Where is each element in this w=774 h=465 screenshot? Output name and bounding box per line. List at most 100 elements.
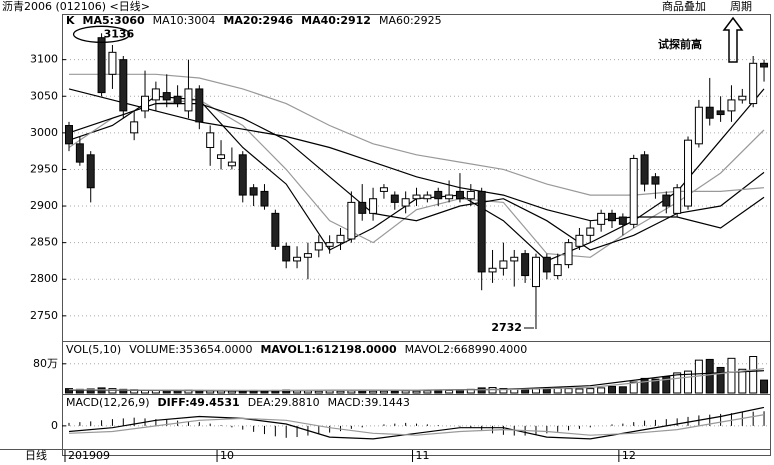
highlight-ellipse <box>72 25 131 43</box>
indicator-line <box>68 368 765 391</box>
candle-body <box>510 256 519 262</box>
y-tick-label: 2850 <box>30 236 58 249</box>
candle-body <box>597 212 606 225</box>
panel-label: MAVOL1:612198.0000 <box>260 343 397 356</box>
candle-body <box>162 92 171 101</box>
period-button[interactable]: 周期 <box>730 0 752 13</box>
candle-body <box>521 253 530 277</box>
candle-body <box>217 154 226 159</box>
candle-body <box>423 194 432 200</box>
low-annotation: 2732 <box>491 321 522 334</box>
indicator-line <box>68 88 765 229</box>
volume-bar <box>542 388 551 394</box>
volume-bar <box>738 368 747 394</box>
candle-body <box>249 187 258 196</box>
candle-body <box>314 242 323 251</box>
candle-body <box>293 256 302 262</box>
volume-bar <box>379 390 388 394</box>
volume-bar <box>531 388 540 394</box>
volume-bar <box>401 390 410 394</box>
candle-body <box>412 194 421 200</box>
candle-body <box>130 121 139 134</box>
candle-body <box>108 51 117 75</box>
candle-body <box>531 256 540 288</box>
candle-body <box>271 212 280 247</box>
candle-body <box>86 154 95 189</box>
candle-body <box>238 154 247 196</box>
candle-body <box>684 139 693 207</box>
volume-bar <box>369 390 378 394</box>
candle-body <box>434 190 443 200</box>
volume-bar <box>749 356 758 394</box>
arrow-icon <box>722 16 744 63</box>
volume-bar <box>314 390 323 394</box>
volume-bar <box>434 390 443 394</box>
candle-body <box>119 59 128 112</box>
candle-body <box>347 201 356 240</box>
volume-bar <box>86 388 95 394</box>
volume-bar <box>618 386 627 394</box>
candle-body <box>303 253 312 258</box>
candle-body <box>227 161 236 167</box>
candle-body <box>640 154 649 185</box>
x-tick-label: 12 <box>622 449 636 462</box>
candle-body <box>738 95 747 101</box>
window-title: 沥青2006 (012106) <日线> <box>2 0 150 13</box>
period-label: 日线 <box>25 448 47 462</box>
candle-body <box>151 88 160 101</box>
panel-label: K <box>66 14 75 27</box>
candle-body <box>379 187 388 192</box>
candle-body <box>694 106 703 145</box>
candle-body <box>477 190 486 273</box>
panel-label: MA10:3004 <box>153 14 216 27</box>
candle-body <box>716 110 725 116</box>
volume-bar <box>673 372 682 394</box>
y-tick-label: 80万 <box>33 357 58 370</box>
volume-bar <box>390 390 399 394</box>
indicator-line <box>68 99 765 258</box>
x-tick-label: 10 <box>220 449 234 462</box>
candle-body <box>488 267 497 273</box>
candle-body <box>75 143 84 163</box>
y-tick-label: 3050 <box>30 89 58 102</box>
volume-bar <box>716 366 725 394</box>
indicator-line <box>68 406 765 440</box>
volume-bar <box>640 377 649 394</box>
y-tick-label: 3100 <box>30 53 58 66</box>
panel-label: MA20:2946 <box>223 14 293 27</box>
candle-body <box>65 125 73 145</box>
candle-body <box>727 99 736 112</box>
volume-bar <box>684 370 693 394</box>
panel-label: VOL(5,10) <box>66 343 121 356</box>
candle-body <box>325 242 334 247</box>
volume-bar <box>586 388 595 394</box>
volume-bar <box>521 388 530 394</box>
y-tick-label: 2800 <box>30 272 58 285</box>
plot-frame <box>62 14 771 456</box>
candle-body <box>575 234 584 247</box>
panel-label: MACD:39.1443 <box>328 396 410 409</box>
panel-label: MA40:2912 <box>301 14 371 27</box>
y-tick-label: 2950 <box>30 162 58 175</box>
y-tick-label: 2900 <box>30 199 58 212</box>
volume-bar <box>477 387 486 394</box>
panel-label: MAVOL2:668990.4000 <box>405 343 528 356</box>
candle-body <box>97 37 106 94</box>
overlay-button[interactable]: 商品叠加 <box>662 0 706 13</box>
volume-bar <box>575 388 584 394</box>
candle-body <box>184 88 193 112</box>
candle-body <box>705 106 714 119</box>
high-annotation: 3136 <box>104 27 135 40</box>
candle-body <box>282 245 291 262</box>
y-tick-label: 2750 <box>30 309 58 322</box>
indicator-line <box>69 73 765 196</box>
y-tick-label: 0 <box>51 419 58 432</box>
candle-body <box>542 256 551 273</box>
candle-body <box>336 234 345 244</box>
candle-body <box>445 194 454 200</box>
panel-label: MA60:2925 <box>379 14 442 27</box>
candle-body <box>401 198 410 207</box>
y-tick-label: 3000 <box>30 126 58 139</box>
panel-label: MA5:3060 <box>83 14 145 27</box>
panel-label: VOLUME:353654.0000 <box>129 343 252 356</box>
